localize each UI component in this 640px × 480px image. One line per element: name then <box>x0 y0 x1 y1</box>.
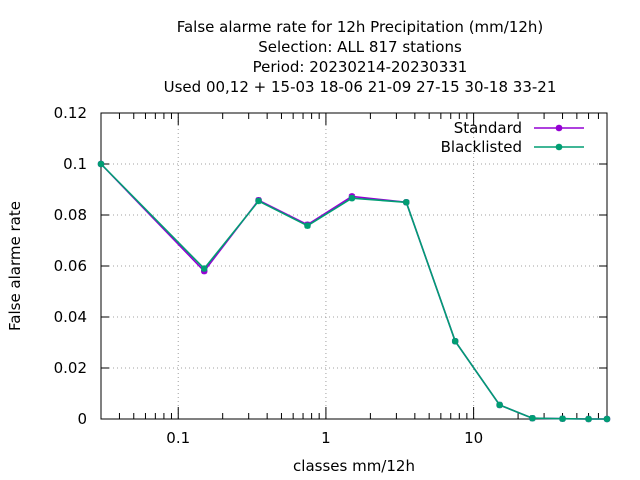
x-tick-label: 10 <box>464 429 483 447</box>
title-line-2: Period: 20230214-20230331 <box>253 58 468 76</box>
y-tick-label: 0.04 <box>54 308 87 326</box>
data-point <box>529 415 536 422</box>
y-tick-label: 0.06 <box>54 257 87 275</box>
y-tick-label: 0 <box>77 410 87 428</box>
data-point <box>585 415 592 423</box>
data-point <box>255 197 262 205</box>
grid <box>101 113 607 419</box>
legend-label: Standard <box>454 119 522 137</box>
title-line-3: Used 00,12 + 15-03 18-06 21-09 27-15 30-… <box>164 78 557 96</box>
y-tick-label: 0.12 <box>54 104 87 122</box>
title-line-1: Selection: ALL 817 stations <box>258 38 462 56</box>
y-tick-label: 0.1 <box>63 155 87 173</box>
data-point <box>403 199 410 206</box>
y-axis-label: False alarme rate <box>6 201 24 331</box>
legend-marker <box>555 143 563 151</box>
data-point <box>496 401 503 409</box>
data-point <box>451 338 459 345</box>
y-tick-label: 0.02 <box>54 359 87 377</box>
data-point <box>559 415 566 422</box>
series-line <box>100 163 607 420</box>
y-axis-ticks: 0 0.02 0.04 0.06 0.08 0.1 0.12 <box>54 104 607 428</box>
x-tick-label: 1 <box>321 429 331 447</box>
series <box>97 160 611 423</box>
x-tick-label: 0.1 <box>166 429 190 447</box>
legend-label: Blacklisted <box>441 138 522 156</box>
x-axis-label: classes mm/12h <box>293 457 415 475</box>
data-point <box>348 194 356 202</box>
data-point <box>201 265 208 272</box>
series-blacklisted <box>97 160 611 423</box>
data-point <box>603 415 611 423</box>
legend-marker <box>555 124 563 132</box>
data-point <box>304 222 311 229</box>
chart-title: False alarme rate for 12h Precipitation … <box>164 18 557 96</box>
x-axis-ticks: 0.1 1 10 <box>166 113 483 447</box>
title-line-0: False alarme rate for 12h Precipitation … <box>177 18 544 36</box>
series-line <box>100 163 607 420</box>
data-point <box>97 160 105 168</box>
y-tick-label: 0.08 <box>54 206 87 224</box>
